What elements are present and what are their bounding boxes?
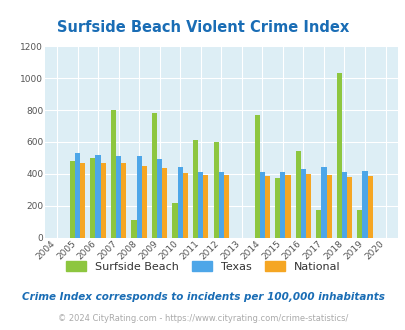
- Bar: [218, 172, 223, 238]
- Bar: [192, 140, 198, 238]
- Bar: [305, 174, 310, 238]
- Bar: [356, 211, 362, 238]
- Bar: [162, 168, 167, 238]
- Bar: [121, 163, 126, 238]
- Bar: [75, 153, 80, 238]
- Bar: [285, 175, 290, 238]
- Bar: [198, 172, 203, 238]
- Bar: [275, 178, 279, 238]
- Bar: [264, 176, 269, 238]
- Bar: [95, 155, 100, 238]
- Bar: [315, 211, 321, 238]
- Bar: [223, 175, 228, 238]
- Text: Surfside Beach Violent Crime Index: Surfside Beach Violent Crime Index: [57, 20, 348, 35]
- Bar: [203, 175, 208, 238]
- Bar: [100, 163, 105, 238]
- Text: © 2024 CityRating.com - https://www.cityrating.com/crime-statistics/: © 2024 CityRating.com - https://www.city…: [58, 314, 347, 323]
- Bar: [254, 115, 259, 238]
- Bar: [136, 156, 141, 238]
- Bar: [326, 175, 331, 238]
- Bar: [295, 151, 300, 238]
- Bar: [300, 169, 305, 238]
- Bar: [90, 158, 95, 238]
- Bar: [321, 167, 326, 238]
- Bar: [341, 172, 346, 238]
- Bar: [259, 172, 264, 238]
- Bar: [151, 113, 157, 238]
- Bar: [172, 203, 177, 238]
- Bar: [346, 177, 351, 238]
- Bar: [111, 110, 116, 238]
- Bar: [157, 159, 162, 238]
- Bar: [213, 142, 218, 238]
- Bar: [362, 171, 367, 238]
- Bar: [182, 173, 188, 238]
- Bar: [116, 156, 121, 238]
- Bar: [336, 73, 341, 238]
- Bar: [131, 220, 136, 238]
- Text: Crime Index corresponds to incidents per 100,000 inhabitants: Crime Index corresponds to incidents per…: [21, 292, 384, 302]
- Bar: [279, 172, 285, 238]
- Bar: [177, 167, 182, 238]
- Bar: [70, 161, 75, 238]
- Bar: [141, 166, 147, 238]
- Bar: [80, 163, 85, 238]
- Bar: [367, 176, 372, 238]
- Legend: Surfside Beach, Texas, National: Surfside Beach, Texas, National: [61, 256, 344, 276]
